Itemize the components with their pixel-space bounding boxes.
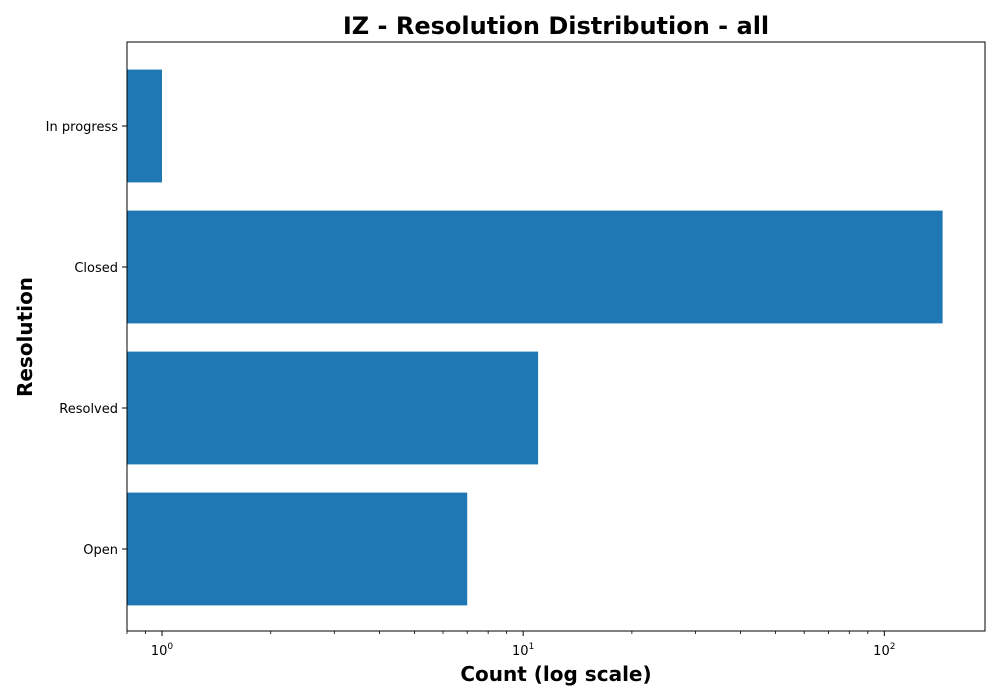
x-axis-ticks: 100 101 102 xyxy=(126,631,895,659)
y-tick-label-open: Open xyxy=(83,543,118,558)
bar-resolved xyxy=(127,351,539,465)
plot-frame xyxy=(126,41,986,632)
x-tick-label: 102 xyxy=(873,642,895,659)
bar-closed xyxy=(127,210,943,324)
bar-in-progress xyxy=(127,69,163,183)
x-axis-label: Count (log scale) xyxy=(460,662,651,686)
x-tick-label: 101 xyxy=(512,642,534,659)
y-tick-label-resolved: Resolved xyxy=(59,402,118,417)
chart-title: IZ - Resolution Distribution - all xyxy=(343,12,769,40)
y-axis-ticks: Open Resolved Closed In progress xyxy=(46,120,127,558)
bar-open xyxy=(127,492,468,606)
y-tick-label-in-progress: In progress xyxy=(46,120,119,135)
y-axis-label: Resolution xyxy=(13,277,37,397)
y-tick-label-closed: Closed xyxy=(74,261,118,276)
x-tick-label: 100 xyxy=(151,642,174,659)
bars-group xyxy=(127,69,943,606)
